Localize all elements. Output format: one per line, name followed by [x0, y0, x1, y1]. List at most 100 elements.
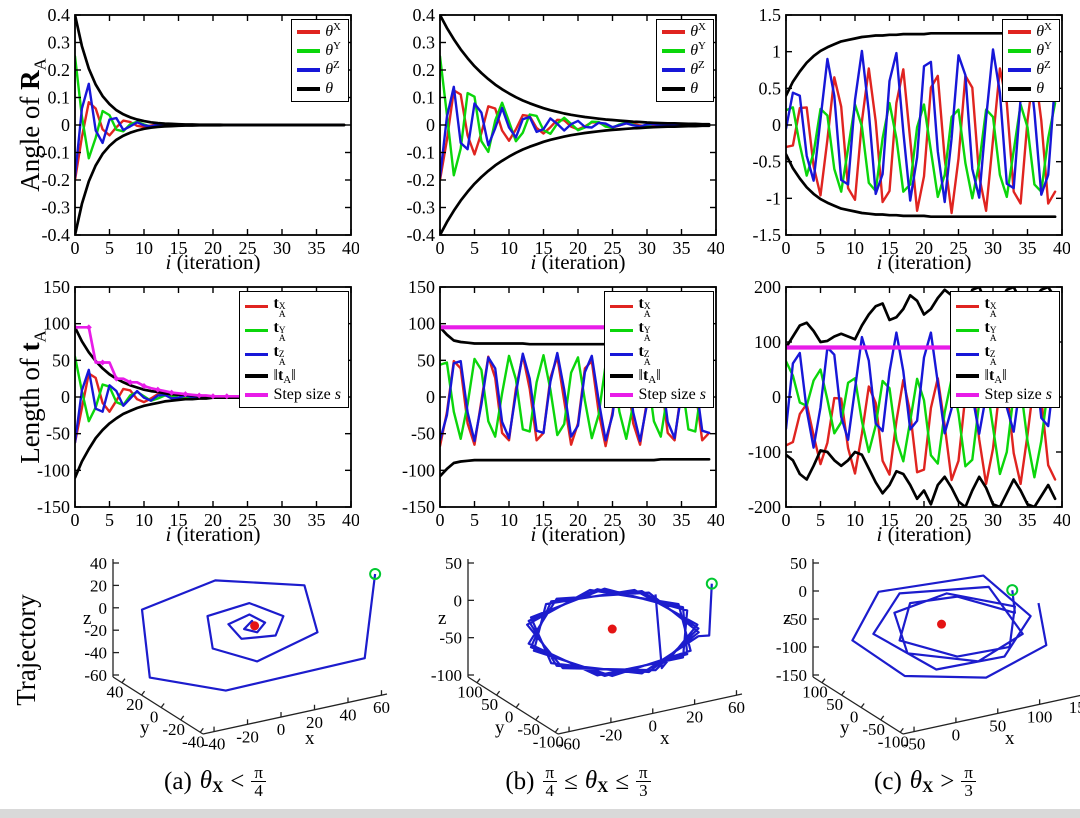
x-axis-label: i (iteration) [876, 522, 971, 546]
x-tick-label: 0 [277, 720, 286, 739]
legend-swatch [245, 304, 269, 309]
y-tick-label: -100 [402, 460, 435, 480]
chart-svg-traj-c: 500-50-100-150100500-50-100-50050100150z… [776, 554, 1080, 754]
z-axis-letter: z [83, 608, 91, 629]
caption-operator: ≤ [615, 767, 630, 795]
y-tick-label: -0.2 [42, 170, 71, 190]
y-tick-label: 0 [61, 387, 70, 407]
legend-swatch [956, 374, 980, 378]
legend-entry: Step size s [245, 386, 341, 404]
x-tick-label: 25 [950, 238, 968, 258]
caption-symbol: θX [584, 766, 609, 796]
x-tick-label: 40 [342, 238, 359, 258]
legend-entry: θZ [662, 60, 706, 79]
x-tick-label: 5 [816, 510, 825, 530]
y-tick-label: 150 [408, 279, 435, 297]
step-size-marker [223, 393, 230, 400]
legend-angle: θX θY θZ θ [1002, 19, 1060, 102]
legend-entry: θ [1008, 80, 1052, 98]
y-tick-label: 100 [754, 332, 781, 352]
step-size-marker [154, 386, 161, 393]
x-tick-label: -20 [236, 727, 259, 746]
caption-a: (a) θX < π 4 [60, 764, 370, 799]
y-tick-label: 40 [107, 683, 124, 702]
series-t-norm-lower [75, 395, 346, 480]
legend-swatch [1008, 49, 1032, 53]
x-tick-label: 20 [204, 510, 222, 530]
x-tick-label: 15 [535, 510, 553, 530]
x-tick-label: 15 [881, 238, 899, 258]
x-tick-label: 10 [846, 238, 864, 258]
x-tick-label: 15 [170, 510, 188, 530]
x-tick-label: 35 [1019, 238, 1037, 258]
z-tick-label: -20 [84, 621, 107, 640]
caption-operator: > [940, 767, 955, 795]
step-size-marker [99, 359, 106, 366]
legend-entry: ‖tA‖ [245, 367, 341, 386]
legend-swatch [956, 393, 980, 397]
legend-entry: ‖tA‖ [956, 367, 1052, 386]
x-tick-label: 35 [308, 238, 326, 258]
y-tick-label: 0.3 [48, 33, 71, 53]
step-size-marker [141, 383, 147, 389]
x-axis-label: i (iteration) [530, 250, 625, 274]
legend-swatch [662, 68, 686, 72]
caption-c-formula: θX > π 3 [910, 764, 976, 799]
chart-trajectory-a: 40 20 0 -20 -40 -60 40 20 0 -20 -40 -40 -20 0 20 40 60 z y… [35, 549, 395, 761]
legend-entry: θZ [1008, 60, 1052, 79]
trajectory-path [526, 583, 713, 678]
series-theta-x [786, 65, 1057, 215]
caption-symbol: θX [909, 766, 934, 796]
x-axis-label: i (iteration) [165, 522, 260, 546]
x-tick-label: 20 [686, 707, 703, 726]
y-tick-label: -0.4 [42, 225, 71, 245]
x-tick-label: 40 [707, 238, 724, 258]
series-t-y [440, 353, 711, 441]
x-tick-label: 25 [239, 238, 257, 258]
y-tick-label: -0.5 [753, 152, 782, 172]
x-tick-label: 0 [71, 510, 80, 530]
legend-entry: θ [297, 80, 341, 98]
x-tick-label: 0 [782, 510, 791, 530]
x-tick-label: 25 [950, 510, 968, 530]
y-tick-label: 0 [426, 115, 435, 135]
legend-swatch [297, 30, 321, 34]
chart-svg-length-b: 0 5 10 15 20 25 30 35 40 150 100 50 0 -50 -100 -150 i (i… [402, 277, 725, 546]
chart-svg-length-c: 0 5 10 15 20 25 30 35 40 200 100 0 -100 -200 i (iterat… [748, 277, 1071, 546]
legend-entry: θY [297, 41, 341, 60]
series-theta-z [786, 46, 1057, 204]
y-tick-label: -50 [411, 424, 435, 444]
x-tick-label: 35 [308, 510, 326, 530]
caption-b-formula: π 4 ≤ θX ≤ π 3 [542, 764, 651, 799]
caption-operator: < [230, 767, 245, 795]
x-tick-label: 10 [135, 510, 153, 530]
chart-length-b: 0 5 10 15 20 25 30 35 40 150 100 50 0 -50 -100 -150 i (i… [394, 277, 725, 547]
start-marker [1006, 584, 1019, 597]
x-tick-label: 15 [170, 238, 188, 258]
chart-angle-b: 0 5 10 15 20 25 30 35 40 0.4 0.3 0.2 0.1 0 -0.1 -0.2 -0.… [394, 5, 726, 275]
legend-swatch [1008, 30, 1032, 34]
y-tick-label: 100 [43, 314, 70, 334]
y-tick-label: -150 [37, 497, 70, 517]
z-tick-label: -100 [776, 638, 807, 657]
z-tick-label: -100 [431, 666, 462, 685]
y-tick-label: 0.2 [48, 60, 71, 80]
y-tick-label: -50 [862, 720, 885, 739]
legend-swatch [245, 352, 269, 357]
legend-swatch [956, 304, 980, 309]
chart-svg-angle-a: 0 5 10 15 20 25 30 35 40 0.4 0.3 0.2 0.1 0 -0.1 -0.2 -0.… [42, 5, 361, 274]
series-theta-env-lower [786, 152, 1057, 219]
y-axis-letter: y [840, 718, 850, 739]
x-tick-label: 5 [470, 238, 479, 258]
y-tick-label: 0 [61, 115, 70, 135]
chart-length-c: 0 5 10 15 20 25 30 35 40 200 100 0 -100 -200 i (iterat… [740, 277, 1071, 547]
y-tick-label: 0.3 [413, 33, 436, 53]
x-tick-label: 60 [728, 698, 745, 717]
